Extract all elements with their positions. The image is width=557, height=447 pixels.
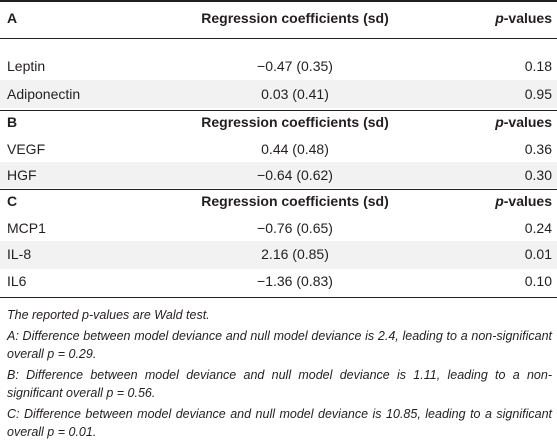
row-coef: −0.47 (0.35) — [257, 58, 333, 74]
row-coef: −0.76 (0.65) — [257, 220, 333, 236]
row-p: 0.01 — [524, 246, 552, 262]
coef-header: Regression coefficients (sd) — [201, 193, 389, 209]
row-name: VEGF — [7, 141, 46, 157]
table-top-rule — [0, 0, 557, 2]
table-bottom-rule — [0, 297, 557, 298]
row-p: 0.18 — [524, 58, 552, 74]
p-header: p-values — [495, 10, 552, 26]
section-label: C — [7, 193, 18, 209]
row-name: MCP1 — [7, 220, 46, 236]
row-p: 0.24 — [524, 220, 552, 236]
row-name: Adiponectin — [7, 86, 81, 102]
footnote: The reported p-values are Wald test. — [7, 308, 210, 322]
row-coef: 0.44 (0.48) — [261, 141, 329, 157]
footnote: B: Difference between model deviance and… — [7, 368, 552, 400]
section-rule — [0, 110, 557, 111]
row-coef: 2.16 (0.85) — [261, 246, 329, 262]
row-name: Leptin — [7, 58, 46, 74]
row-p: 0.95 — [524, 86, 552, 102]
coef-header: Regression coefficients (sd) — [201, 114, 389, 130]
header-rule — [0, 38, 557, 39]
section-a-header: A Regression coefficients (sd) p-values — [0, 10, 557, 30]
row-p: 0.10 — [524, 273, 552, 289]
p-header: p-values — [495, 193, 552, 209]
row-p: 0.36 — [524, 141, 552, 157]
row-coef: 0.03 (0.41) — [261, 86, 329, 102]
row-coef: −1.36 (0.83) — [257, 273, 333, 289]
footnote: A: Difference between model deviance and… — [7, 329, 552, 361]
section-label: B — [7, 114, 18, 130]
row-p: 0.30 — [524, 167, 552, 183]
section-label: A — [7, 10, 18, 26]
section-rule — [0, 189, 557, 190]
row-name: HGF — [7, 167, 37, 183]
row-coef: −0.64 (0.62) — [257, 167, 333, 183]
row-name: IL6 — [7, 273, 27, 289]
row-name: IL-8 — [7, 246, 32, 262]
p-header: p-values — [495, 114, 552, 130]
coef-header: Regression coefficients (sd) — [201, 10, 389, 26]
footnote: C: Difference between model deviance and… — [7, 407, 552, 439]
